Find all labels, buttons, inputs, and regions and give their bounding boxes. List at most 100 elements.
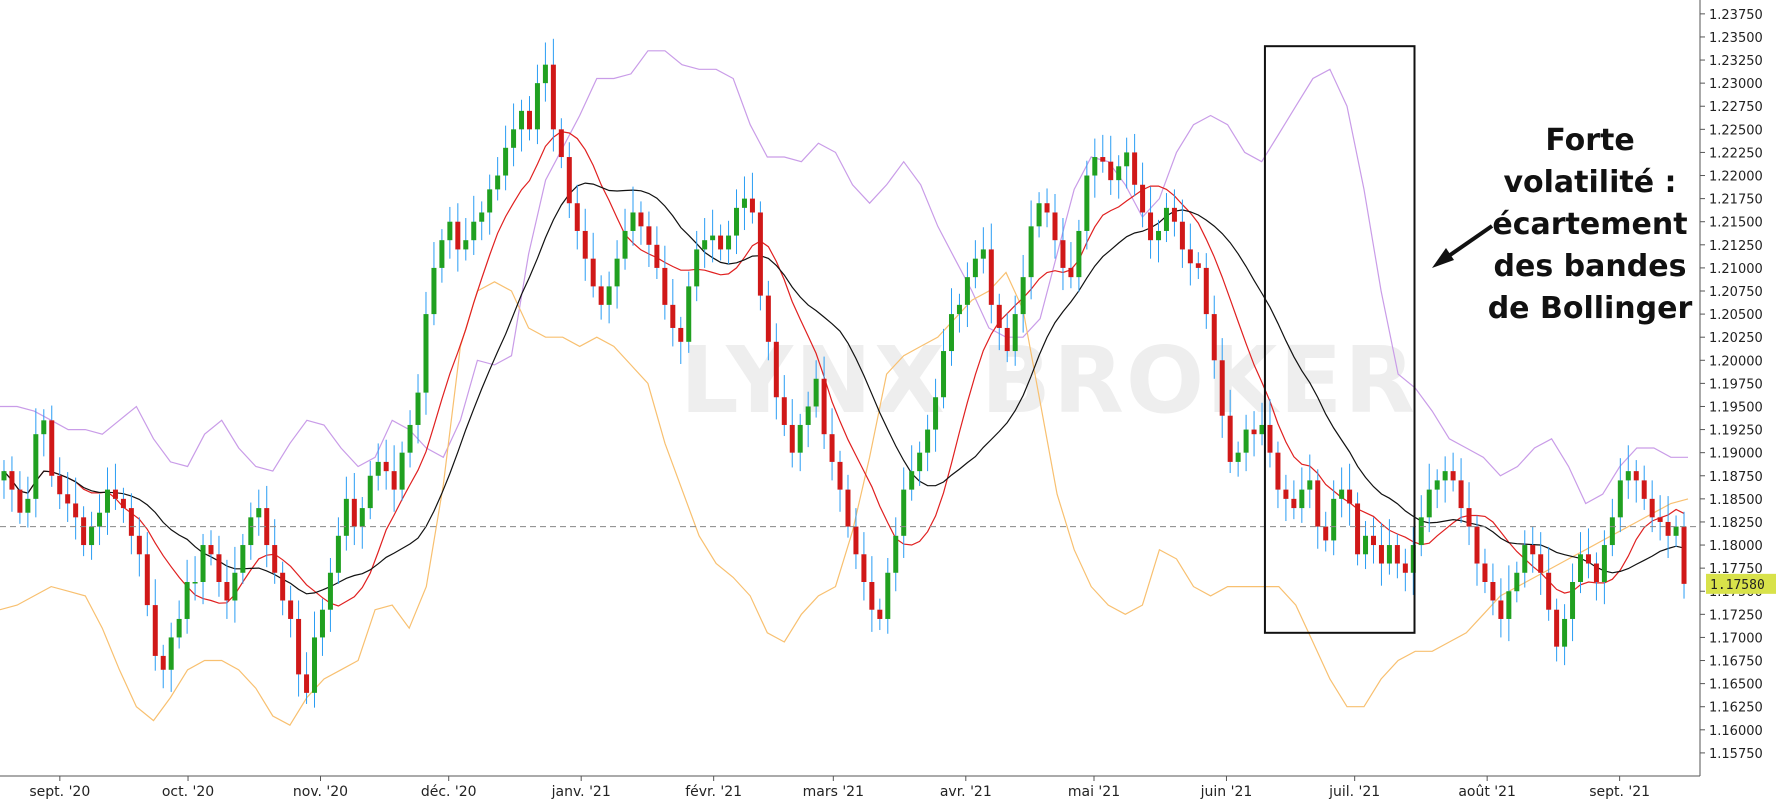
candle-body bbox=[296, 618, 302, 675]
y-tick-label: 1.17000 bbox=[1709, 631, 1763, 646]
annotation-line: de Bollinger bbox=[1488, 291, 1693, 326]
arrow-icon bbox=[1432, 224, 1494, 268]
candle-body bbox=[1068, 267, 1074, 278]
annotation-text: Forte volatilité : écartement des bandes de … bbox=[1488, 123, 1693, 326]
y-tick-label: 1.16000 bbox=[1709, 724, 1763, 739]
candle-body bbox=[988, 249, 994, 305]
candle-body bbox=[590, 258, 596, 287]
candle-body bbox=[25, 498, 31, 513]
candle-body bbox=[741, 198, 747, 208]
candle-body bbox=[1171, 207, 1177, 222]
candle-body bbox=[288, 600, 294, 619]
candle-body bbox=[81, 517, 87, 546]
candle-body bbox=[829, 434, 835, 462]
candle-body bbox=[431, 267, 437, 315]
candle-body bbox=[1211, 314, 1217, 361]
candle-body bbox=[1641, 480, 1647, 499]
candle-body bbox=[391, 471, 397, 490]
x-tick-label: juin '21 bbox=[1200, 784, 1253, 799]
candle-body bbox=[176, 618, 182, 638]
candle-body bbox=[1554, 609, 1560, 647]
candle-body bbox=[1, 471, 7, 481]
candle-body bbox=[901, 489, 907, 536]
candle-body bbox=[304, 674, 310, 693]
candle-body bbox=[511, 129, 517, 148]
candle-body bbox=[343, 498, 349, 536]
candle-body bbox=[216, 554, 222, 582]
y-tick-label: 1.23750 bbox=[1709, 8, 1763, 23]
candle-body bbox=[749, 198, 755, 213]
candle-body bbox=[144, 554, 150, 606]
candle-body bbox=[1315, 480, 1321, 527]
candle-body bbox=[1124, 152, 1130, 167]
candle-body bbox=[1665, 521, 1671, 536]
x-tick-label: sept. '20 bbox=[29, 784, 90, 799]
candle-body bbox=[1617, 480, 1623, 518]
candle-body bbox=[399, 452, 405, 490]
candle-body bbox=[136, 535, 142, 555]
bollinger-bands bbox=[0, 50, 1689, 726]
candle-body bbox=[280, 572, 286, 601]
candle-body bbox=[184, 582, 190, 619]
candle-body bbox=[1585, 554, 1591, 564]
candle-body bbox=[1355, 503, 1361, 555]
candle-body bbox=[1163, 207, 1169, 231]
candle-body bbox=[1084, 175, 1090, 231]
candle-body bbox=[152, 605, 158, 656]
candle-body bbox=[869, 582, 875, 610]
candle-body bbox=[1012, 314, 1018, 352]
candle-body bbox=[964, 277, 970, 305]
candle-body bbox=[1673, 526, 1679, 536]
candle-body bbox=[248, 517, 254, 546]
candle-body bbox=[797, 424, 803, 453]
candle-body bbox=[1108, 161, 1114, 181]
last-price-tag: 1.17580 bbox=[1706, 573, 1776, 594]
candle-body bbox=[821, 378, 827, 435]
candle-body bbox=[1609, 517, 1615, 546]
x-tick-label: oct. '20 bbox=[162, 784, 214, 799]
x-tick-label: févr. '21 bbox=[685, 784, 742, 799]
candle-body bbox=[1538, 554, 1544, 573]
candle-body bbox=[630, 212, 636, 231]
candle-body bbox=[972, 258, 978, 278]
candle-body bbox=[1657, 517, 1663, 522]
lower-bollinger-band-line bbox=[0, 271, 1689, 726]
candle-body bbox=[319, 609, 325, 638]
candle-body bbox=[264, 508, 270, 546]
candle-body bbox=[256, 508, 262, 518]
y-tick-label: 1.22000 bbox=[1709, 170, 1763, 185]
candle-body bbox=[1076, 230, 1082, 278]
x-tick-label: mars '21 bbox=[803, 784, 864, 799]
candle-body bbox=[1466, 508, 1472, 527]
annotation-line: écartement bbox=[1492, 207, 1687, 242]
candle-body bbox=[1458, 480, 1464, 509]
x-tick-label: mai '21 bbox=[1068, 784, 1120, 799]
candle-body bbox=[415, 392, 421, 425]
x-tick-label: janv. '21 bbox=[551, 784, 611, 799]
candle-body bbox=[558, 129, 564, 158]
candle-body bbox=[1283, 489, 1289, 499]
candle-body bbox=[654, 244, 660, 268]
candle-body bbox=[312, 637, 318, 693]
y-tick-label: 1.23500 bbox=[1709, 31, 1763, 46]
candle-body bbox=[1601, 545, 1607, 582]
candle-body bbox=[582, 230, 588, 259]
annotation-line: volatilité : bbox=[1503, 165, 1676, 200]
candle-body bbox=[1036, 203, 1042, 227]
candle-body bbox=[359, 508, 365, 527]
candle-body bbox=[1100, 157, 1106, 162]
candle-body bbox=[614, 258, 620, 287]
candle-body bbox=[487, 189, 493, 213]
candle-body bbox=[351, 498, 357, 527]
y-tick-label: 1.21500 bbox=[1709, 216, 1763, 231]
candle-body bbox=[718, 235, 724, 250]
candle-body bbox=[1275, 452, 1281, 490]
candle-body bbox=[1044, 203, 1050, 213]
candle-body bbox=[335, 535, 341, 573]
candle-body bbox=[606, 286, 612, 305]
candle-body bbox=[710, 235, 716, 241]
candle-body bbox=[1004, 327, 1010, 352]
candle-body bbox=[662, 267, 668, 305]
candle-body bbox=[97, 512, 103, 527]
